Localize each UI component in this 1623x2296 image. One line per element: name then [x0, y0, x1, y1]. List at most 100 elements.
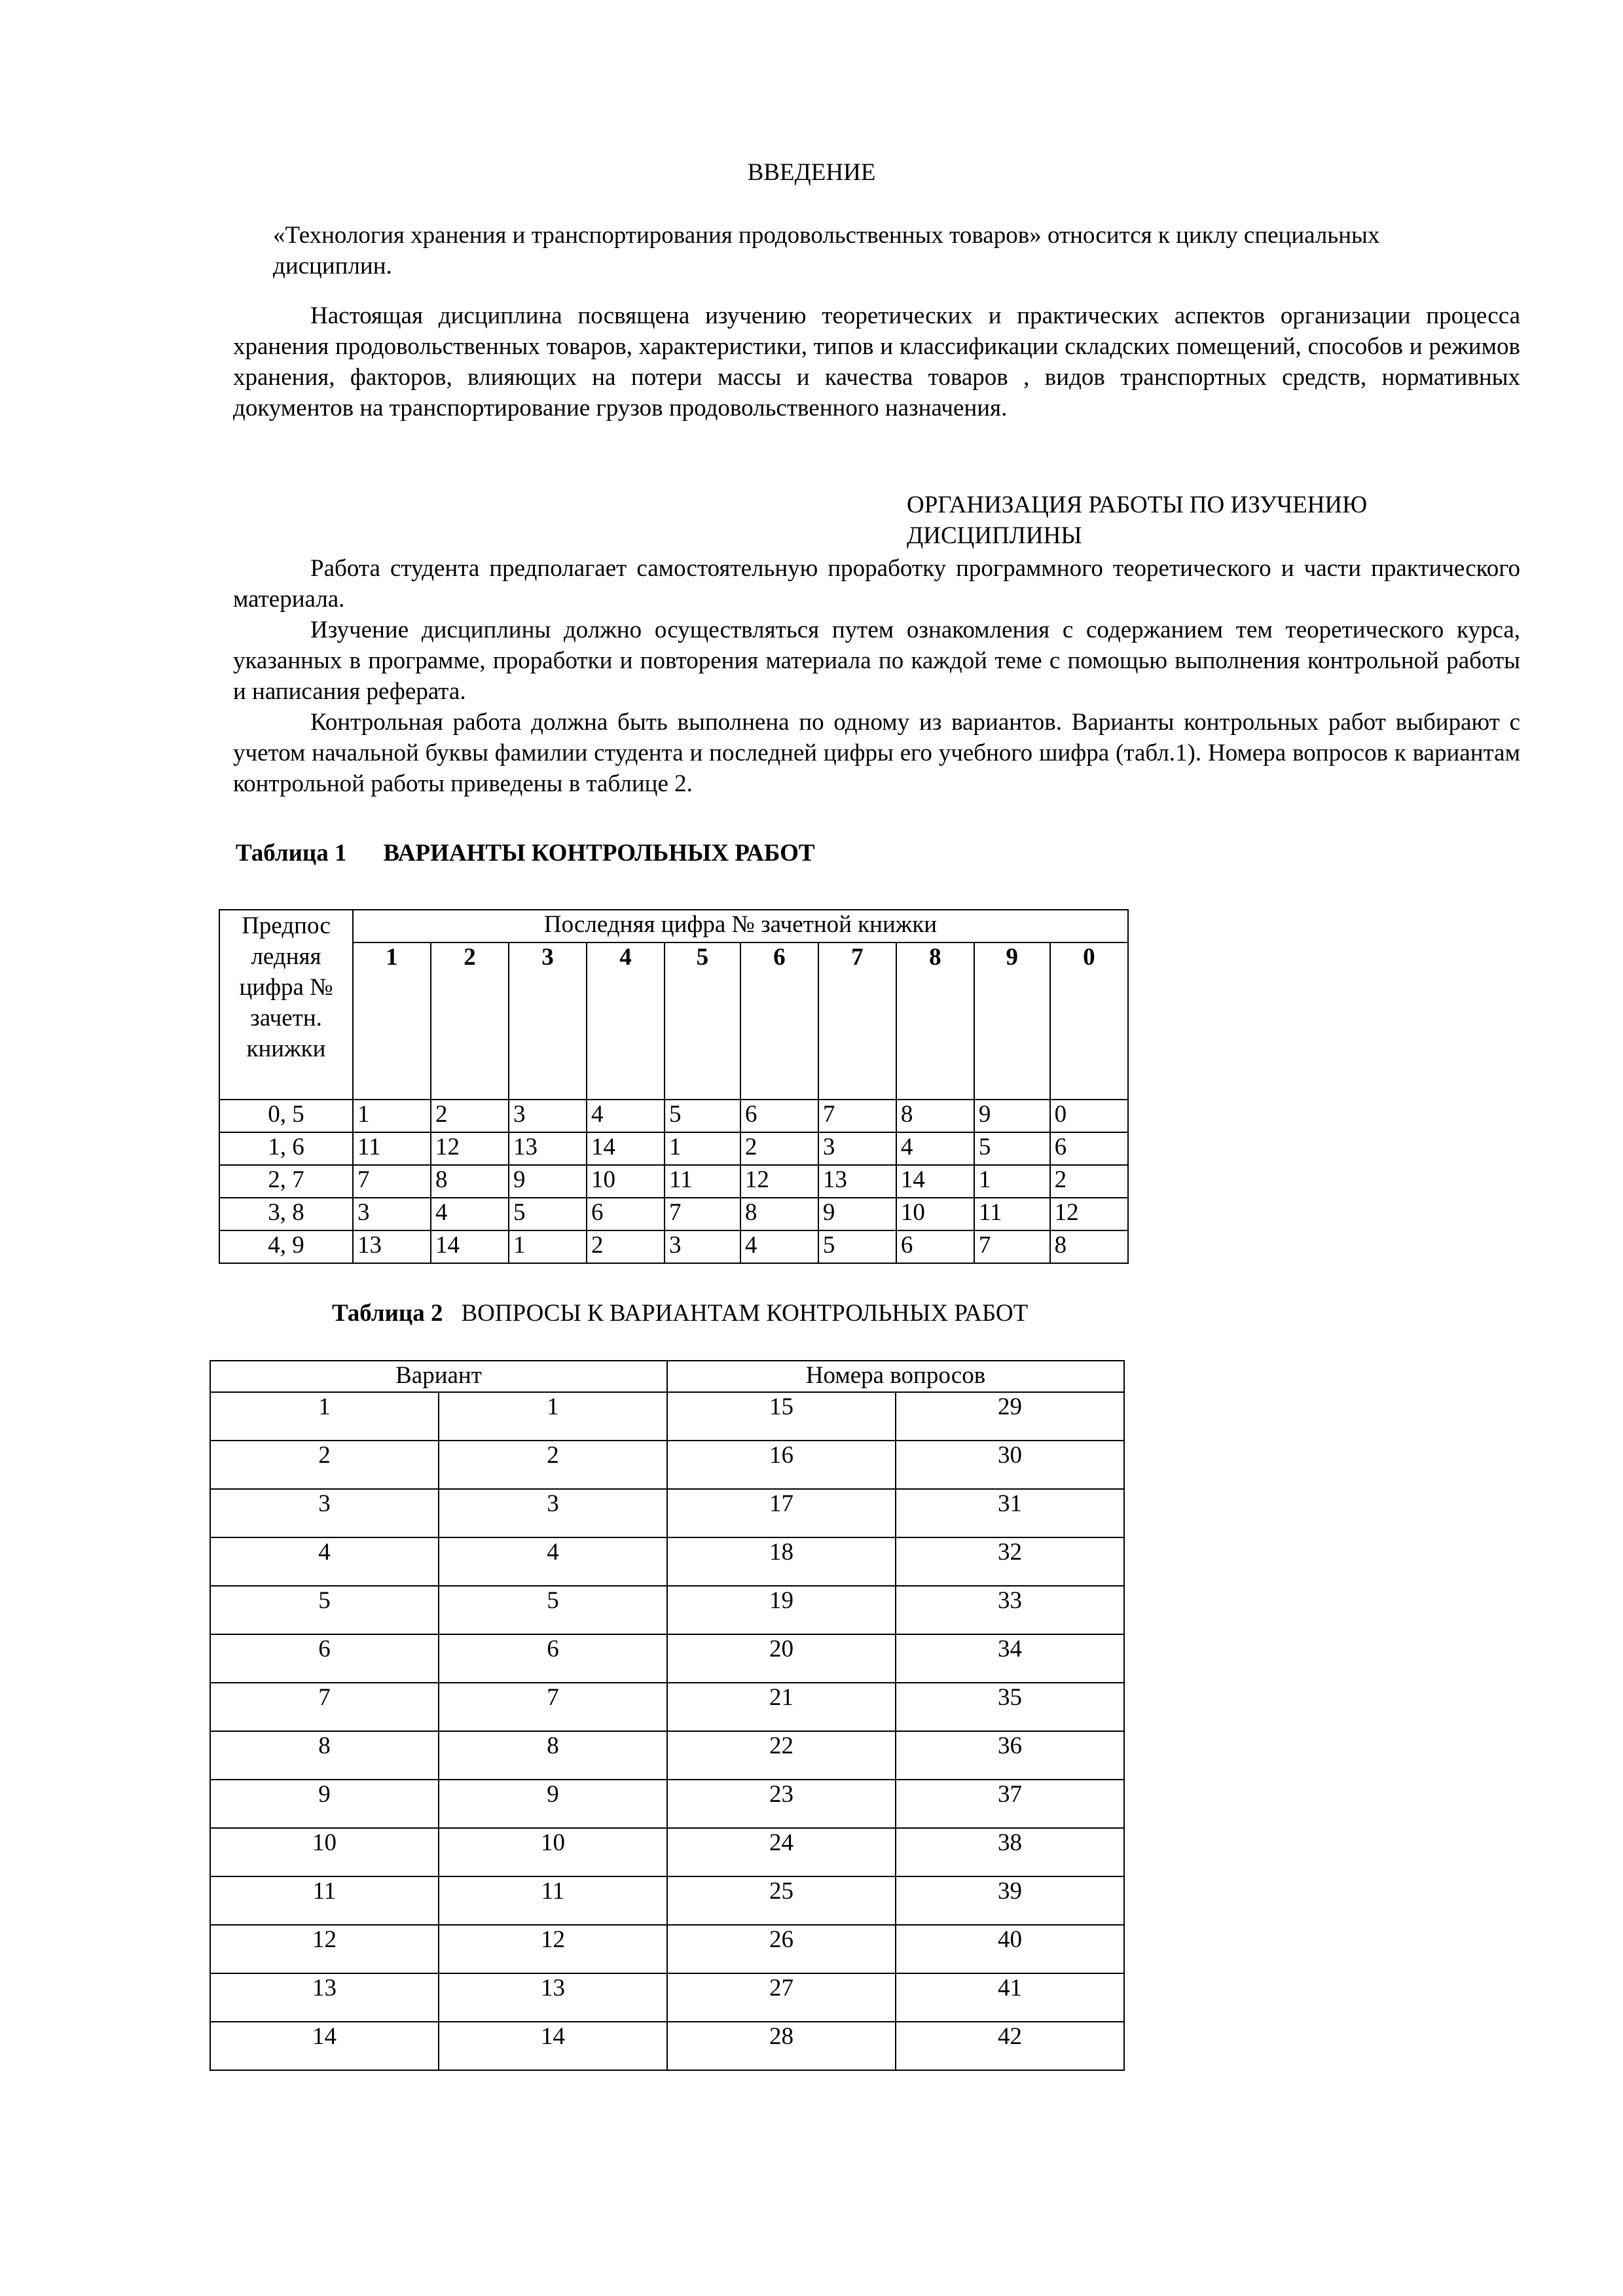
table-cell: 7	[438, 1682, 668, 1732]
table-row: 1 1 15 29	[210, 1391, 1125, 1441]
row-key: 2, 7	[219, 1164, 354, 1198]
table-cell: 8	[438, 1731, 668, 1780]
table-cell: 20	[666, 1634, 896, 1683]
table-row: 12 12 26 40	[210, 1924, 1125, 1974]
column-header: 9	[973, 942, 1051, 1100]
table2-title: ВОПРОСЫ К ВАРИАНТАМ КОНТРОЛЬНЫХ РАБОТ	[461, 1300, 1029, 1327]
table-cell: 3	[438, 1488, 668, 1538]
table-cell: 12	[1049, 1197, 1129, 1231]
table-cell: 28	[666, 2021, 896, 2071]
table-cell: 4	[739, 1230, 819, 1264]
table-cell: 13	[352, 1230, 431, 1264]
table-cell: 5	[664, 1099, 741, 1133]
corner-header: Предпос ледняя цифра № зачетн. книжки	[219, 909, 354, 1100]
org-paragraph-2: Изучение дисциплины должно осуществлятьс…	[233, 617, 1520, 705]
table-row: 11 11 25 39	[210, 1876, 1125, 1926]
table-cell: 22	[666, 1731, 896, 1780]
table-cell: 4	[895, 1132, 975, 1166]
table-cell: 5	[508, 1197, 587, 1231]
group-header: Последняя цифра № зачетной книжки	[352, 909, 1129, 943]
table-cell: 25	[666, 1876, 896, 1926]
table-cell: 10	[210, 1827, 439, 1877]
table-cell: 9	[508, 1164, 587, 1198]
table-row: 5 5 19 33	[210, 1585, 1125, 1635]
table-row: 3 3 17 31	[210, 1488, 1125, 1538]
table-cell: 7	[352, 1164, 431, 1198]
table-cell: 8	[430, 1164, 509, 1198]
table-cell: 23	[666, 1779, 896, 1829]
table-cell: 19	[666, 1585, 896, 1635]
table-cell: 1	[352, 1099, 431, 1133]
table-cell: 36	[895, 1731, 1125, 1780]
table-row: 9 9 23 37	[210, 1779, 1125, 1829]
table-cell: 6	[895, 1230, 975, 1264]
table-cell: 3	[817, 1132, 897, 1166]
table-row: 6 6 20 34	[210, 1634, 1125, 1683]
table1-caption: Таблица 1 ВАРИАНТЫ КОНТРОЛЬНЫХ РАБОТ	[236, 838, 815, 869]
org-paragraph-3: Контрольная работа должна быть выполнена…	[233, 709, 1520, 797]
table-cell: 3	[664, 1230, 741, 1264]
variant-header: Вариант	[210, 1360, 668, 1393]
intro-paragraph-2: Настоящая дисциплина посвящена изучению …	[233, 302, 1520, 422]
table-cell: 9	[438, 1779, 668, 1829]
table-cell: 14	[895, 1164, 975, 1198]
table-cell: 7	[817, 1099, 897, 1133]
table-cell: 6	[739, 1099, 819, 1133]
questions-table: Вариант Номера вопросов 1 1 15 29 2 2 16 30 3 3 17…	[210, 1360, 1125, 2071]
table-cell: 1	[973, 1164, 1051, 1198]
table-cell: 5	[973, 1132, 1051, 1166]
table-cell: 13	[438, 1973, 668, 2022]
table-row: 13 13 27 41	[210, 1973, 1125, 2022]
intro-p1-text: «Технология хранения и транспортирования…	[273, 222, 1380, 279]
table-row: 2 2 16 30	[210, 1440, 1125, 1490]
column-header: 6	[739, 942, 819, 1100]
table-cell: 27	[666, 1973, 896, 2022]
table-cell: 11	[664, 1164, 741, 1198]
table-row: 4, 9 13 14 1 2 3 4 5 6 7 8	[219, 1230, 1129, 1264]
table-cell: 37	[895, 1779, 1125, 1829]
table-cell: 12	[438, 1924, 668, 1974]
row-key: 0, 5	[219, 1099, 354, 1133]
table-cell: 1	[664, 1132, 741, 1166]
column-header: 1	[352, 942, 431, 1100]
table-cell: 6	[1049, 1132, 1129, 1166]
table2-caption: Таблица 2 ВОПРОСЫ К ВАРИАНТАМ КОНТРОЛЬНЫХ…	[332, 1298, 1028, 1329]
table-cell: 2	[210, 1440, 439, 1490]
table-cell: 11	[438, 1876, 668, 1926]
table-cell: 21	[666, 1682, 896, 1732]
table-cell: 13	[210, 1973, 439, 2022]
column-header: 8	[895, 942, 975, 1100]
table1-title: ВАРИАНТЫ КОНТРОЛЬНЫХ РАБОТ	[383, 840, 815, 867]
table-cell: 7	[973, 1230, 1051, 1264]
table-row: 2, 7 7 8 9 10 11 12 13 14 1 2	[219, 1164, 1129, 1198]
table-cell: 6	[210, 1634, 439, 1683]
table-cell: 18	[666, 1537, 896, 1587]
table-cell: 1	[508, 1230, 587, 1264]
table-cell: 5	[210, 1585, 439, 1635]
table-cell: 11	[973, 1197, 1051, 1231]
column-header: 0	[1049, 942, 1129, 1100]
column-header: 4	[586, 942, 665, 1100]
table-row: 7 7 21 35	[210, 1682, 1125, 1732]
table2-label: Таблица 2	[332, 1300, 443, 1327]
table-cell: 13	[817, 1164, 897, 1198]
table-cell: 38	[895, 1827, 1125, 1877]
table-cell: 2	[739, 1132, 819, 1166]
table-cell: 16	[666, 1440, 896, 1490]
table-cell: 3	[508, 1099, 587, 1133]
table-cell: 34	[895, 1634, 1125, 1683]
column-header: 7	[817, 942, 897, 1100]
table-row: 10 10 24 38	[210, 1827, 1125, 1877]
table-cell: 8	[895, 1099, 975, 1133]
table-cell: 2	[586, 1230, 665, 1264]
table-cell: 4	[210, 1537, 439, 1587]
table-cell: 5	[817, 1230, 897, 1264]
table-cell: 17	[666, 1488, 896, 1538]
column-header: 2	[430, 942, 509, 1100]
table-cell: 5	[438, 1585, 668, 1635]
table-cell: 14	[438, 2021, 668, 2071]
table-cell: 33	[895, 1585, 1125, 1635]
table-cell: 0	[1049, 1099, 1129, 1133]
table-cell: 26	[666, 1924, 896, 1974]
